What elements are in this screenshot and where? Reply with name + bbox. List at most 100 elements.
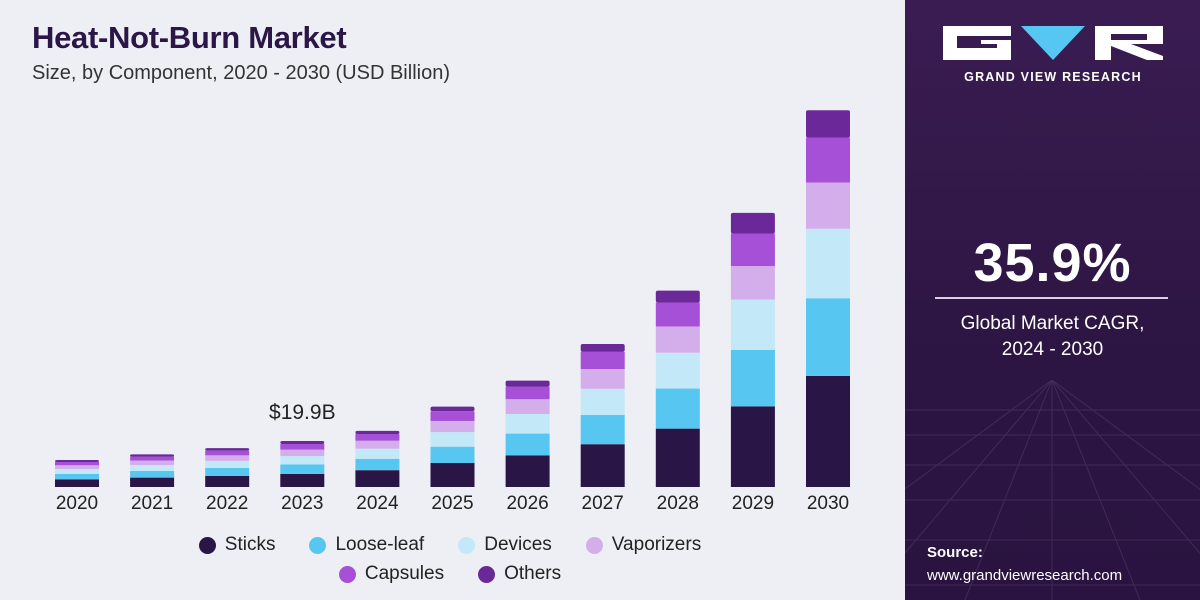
legend-label-sticks: Sticks	[224, 534, 276, 555]
bar-segment-others-2029	[730, 212, 775, 234]
x-tick-label-2025: 2025	[431, 493, 473, 514]
source-link[interactable]: www.grandviewresearch.com	[927, 567, 1123, 584]
bar-segment-sticks-2028	[655, 428, 700, 487]
bar-segment-vaporizers-2024	[355, 440, 400, 449]
x-tick-label-2028: 2028	[657, 493, 699, 514]
chart-title: Heat-Not-Burn Market	[32, 20, 347, 55]
x-tick-label-2022: 2022	[206, 493, 248, 514]
legend-item-capsules: Capsules	[338, 563, 445, 585]
bar-segment-capsules-2029	[730, 233, 775, 267]
bar-segment-devices-2026	[505, 414, 550, 434]
bar-segment-devices-2027	[580, 388, 625, 416]
brand-name: GRAND VIEW RESEARCH	[964, 70, 1142, 84]
bar-segment-vaporizers-2030	[806, 182, 850, 229]
bar-segment-sticks-2020	[55, 479, 99, 487]
bar-segment-loose-leaf-2023	[280, 464, 325, 474]
bar-segment-devices-2023	[280, 456, 325, 465]
bar-segment-capsules-2027	[580, 351, 625, 370]
bar-segment-sticks-2025	[430, 463, 475, 487]
legend-label-capsules: Capsules	[364, 563, 445, 584]
bar-2029	[730, 212, 775, 487]
bar-segment-capsules-2024	[355, 434, 400, 441]
bar-segment-loose-leaf-2030	[806, 298, 850, 376]
bar-segment-vaporizers-2026	[505, 399, 550, 415]
bar-segment-vaporizers-2023	[280, 449, 325, 457]
brand-logo	[943, 26, 1163, 60]
bar-segment-sticks-2026	[505, 455, 550, 487]
cagr-label-line2: 2024 - 2030	[1001, 339, 1104, 360]
x-tick-label-2023: 2023	[281, 493, 323, 514]
cagr-label-line1: Global Market CAGR,	[960, 313, 1145, 334]
bar-segment-sticks-2029	[730, 406, 775, 487]
bar-segment-capsules-2026	[505, 386, 550, 400]
bar-segment-capsules-2021	[130, 456, 175, 461]
bar-2025	[430, 406, 475, 487]
bar-segment-vaporizers-2021	[130, 460, 175, 465]
bar-segment-capsules-2020	[55, 462, 99, 466]
bar-segment-loose-leaf-2020	[55, 473, 99, 480]
bar-2024	[355, 430, 400, 487]
bar-segment-others-2028	[655, 290, 700, 303]
bar-2028	[655, 290, 700, 487]
bar-segment-devices-2022	[205, 460, 250, 468]
perspective-grid-decoration	[905, 380, 1200, 600]
x-tick-label-2027: 2027	[582, 493, 624, 514]
cagr-label: Global Market CAGR, 2024 - 2030	[905, 311, 1200, 363]
bar-segment-devices-2028	[655, 352, 700, 389]
bar-segment-capsules-2025	[430, 411, 475, 421]
bar-segment-capsules-2030	[806, 137, 850, 183]
bar-2030	[806, 110, 850, 487]
cagr-value: 35.9%	[973, 233, 1132, 293]
legend-item-sticks: Sticks	[198, 534, 276, 556]
bar-2023	[280, 440, 325, 487]
bar-segment-capsules-2028	[655, 302, 700, 327]
bar-segment-loose-leaf-2028	[655, 388, 700, 429]
legend-swatch-capsules	[338, 565, 356, 583]
bar-segment-loose-leaf-2029	[730, 349, 775, 407]
legend-swatch-devices	[458, 536, 476, 554]
bar-segment-loose-leaf-2021	[130, 470, 175, 478]
x-tick-label-2020: 2020	[56, 493, 98, 514]
legend-item-vaporizers: Vaporizers	[585, 534, 702, 556]
bar-segment-devices-2020	[55, 468, 99, 474]
bar-2022	[205, 448, 250, 487]
legend-swatch-vaporizers	[585, 536, 603, 554]
bar-2027	[580, 344, 625, 487]
x-tick-label-2029: 2029	[732, 493, 774, 514]
bar-segment-loose-leaf-2026	[505, 433, 550, 456]
bar-segment-devices-2030	[806, 228, 850, 299]
bar-segment-loose-leaf-2025	[430, 446, 475, 464]
legend-label-devices: Devices	[484, 534, 552, 555]
bar-segment-capsules-2022	[205, 450, 250, 456]
bar-segment-devices-2025	[430, 432, 475, 447]
bar-segment-others-2025	[430, 406, 475, 412]
bar-segment-vaporizers-2025	[430, 420, 475, 433]
bar-segment-vaporizers-2029	[730, 266, 775, 300]
bar-segment-capsules-2023	[280, 443, 325, 450]
bar-segment-loose-leaf-2022	[205, 467, 250, 476]
legend-swatch-loose-leaf	[309, 536, 327, 554]
bar-segment-vaporizers-2027	[580, 369, 625, 389]
bar-segment-others-2020	[55, 460, 99, 463]
bar-segment-sticks-2030	[806, 375, 850, 487]
info-panel: GRAND VIEW RESEARCH 35.9% Global Market …	[905, 0, 1200, 600]
bar-segment-others-2023	[280, 440, 325, 444]
bar-segment-others-2022	[205, 448, 250, 451]
bar-segment-sticks-2024	[355, 470, 400, 487]
legend-label-vaporizers: Vaporizers	[611, 534, 702, 555]
x-tick-label-2024: 2024	[356, 493, 399, 514]
legend-label-others: Others	[504, 563, 562, 584]
chart-subtitle: Size, by Component, 2020 - 2030 (USD Bil…	[32, 62, 450, 84]
legend-swatch-sticks	[198, 536, 216, 554]
bar-segment-sticks-2023	[280, 473, 325, 487]
bar-2020	[55, 460, 99, 487]
x-tick-label-2026: 2026	[506, 493, 548, 514]
legend-row: Sticks Loose-leaf Devices Vaporizers	[150, 534, 750, 556]
bar-segment-vaporizers-2020	[55, 465, 99, 469]
stacked-bar-chart: 2020 2021 2022 2023 2024 2025 2026 2027 2028 2029…	[55, 110, 850, 514]
bar-segment-others-2027	[580, 344, 625, 352]
bar-segment-sticks-2027	[580, 444, 625, 487]
bar-2021	[130, 454, 175, 487]
bar-segment-others-2021	[130, 454, 175, 457]
bar-segment-vaporizers-2022	[205, 455, 250, 461]
